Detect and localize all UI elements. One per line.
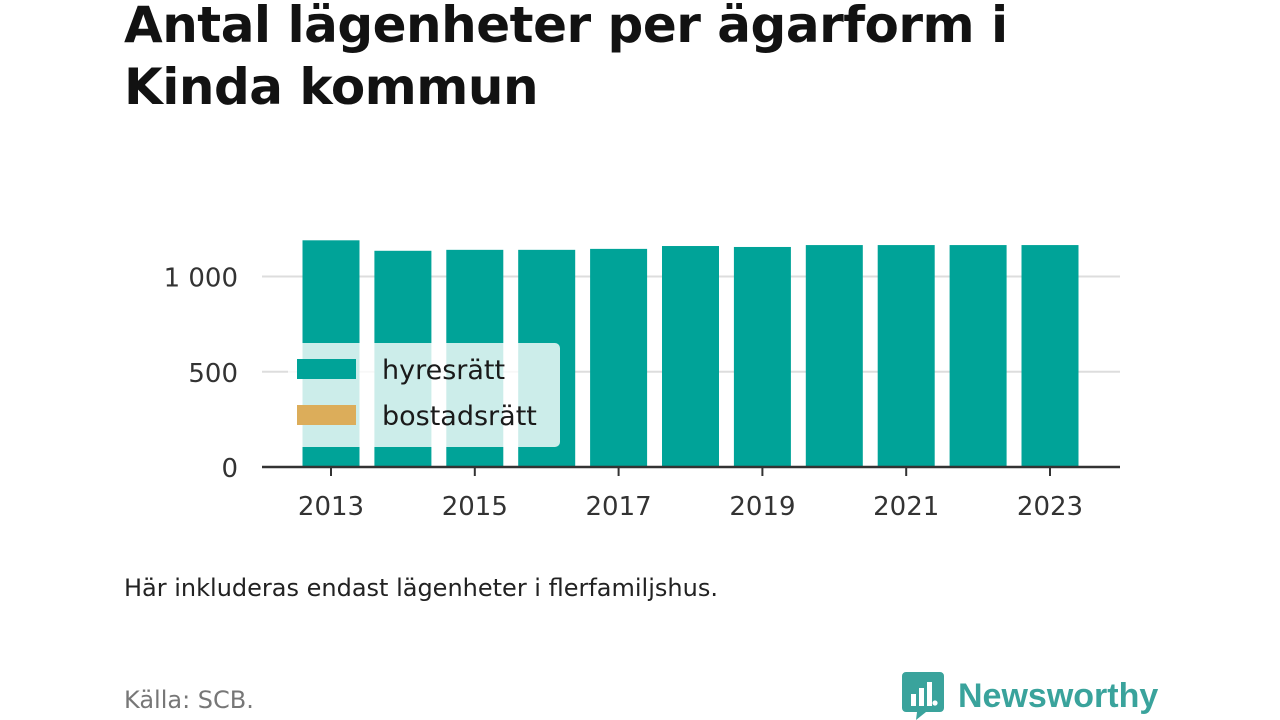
x-tick-label: 2017 — [586, 492, 652, 522]
x-tick-label: 2019 — [729, 492, 795, 522]
legend-label: bostadsrätt — [382, 401, 537, 432]
y-tick-label: 1 000 — [164, 264, 238, 294]
x-tick-label: 2023 — [1017, 492, 1083, 522]
brand-name: Newsworthy — [958, 676, 1159, 715]
legend-swatch-hyresratt — [297, 359, 356, 379]
source-text: Källa: SCB. — [124, 686, 254, 714]
bar-hyresratt — [590, 248, 648, 467]
x-tick-label: 2021 — [873, 492, 939, 522]
brand-logo: Newsworthy — [902, 672, 1158, 720]
x-tick-label: 2013 — [298, 492, 364, 522]
chart-title: Antal lägenheter per ägarform i Kinda ko… — [124, 0, 1008, 116]
chart-note: Här inkluderas endast lägenheter i flerf… — [124, 574, 718, 602]
bar-hyresratt — [662, 246, 719, 467]
bar-chart: 0 500 1 000 2013 2015 2017 2019 2021 2023 hyresrä… — [164, 240, 1120, 522]
bar-hyresratt — [733, 246, 791, 467]
bar-hyresratt — [949, 245, 1007, 467]
x-tick-label: 2015 — [442, 492, 508, 522]
legend-swatch-bostadsratt — [297, 405, 356, 425]
bar-hyresratt — [805, 245, 863, 467]
y-tick-label: 500 — [188, 359, 238, 389]
y-tick-label: 0 — [221, 454, 238, 484]
legend-label: hyresrätt — [382, 355, 505, 386]
bar-hyresratt — [877, 245, 935, 467]
newsworthy-logo-icon — [902, 672, 944, 720]
bar-hyresratt — [1021, 245, 1079, 467]
